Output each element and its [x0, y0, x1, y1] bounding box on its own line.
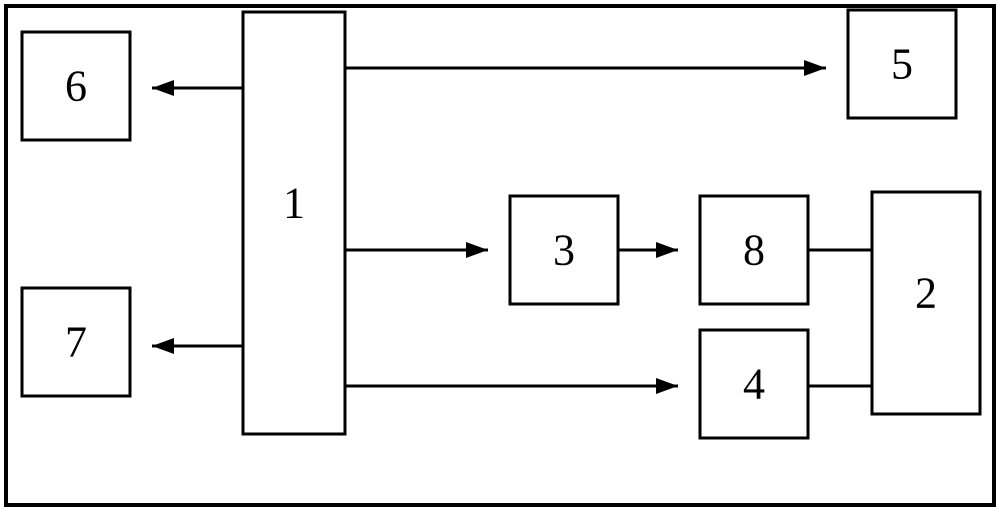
node-n2: 2: [872, 192, 980, 414]
node-n8: 8: [700, 196, 808, 304]
diagram-canvas: 1 2 3 4 5 6 7 8: [0, 0, 1000, 511]
node-n6: 6: [22, 32, 130, 140]
node-label-n4: 4: [743, 359, 765, 408]
node-n5: 5: [848, 10, 956, 118]
node-n7: 7: [22, 288, 130, 396]
node-label-n5: 5: [891, 39, 913, 88]
node-label-n3: 3: [553, 225, 575, 274]
node-n1: 1: [243, 12, 345, 434]
node-n3: 3: [510, 196, 618, 304]
node-label-n6: 6: [65, 61, 87, 110]
node-n4: 4: [700, 330, 808, 438]
node-label-n7: 7: [65, 317, 87, 366]
node-label-n2: 2: [915, 268, 937, 317]
node-label-n8: 8: [743, 225, 765, 274]
diagram-outer-border: [6, 6, 994, 505]
node-label-n1: 1: [283, 178, 305, 227]
